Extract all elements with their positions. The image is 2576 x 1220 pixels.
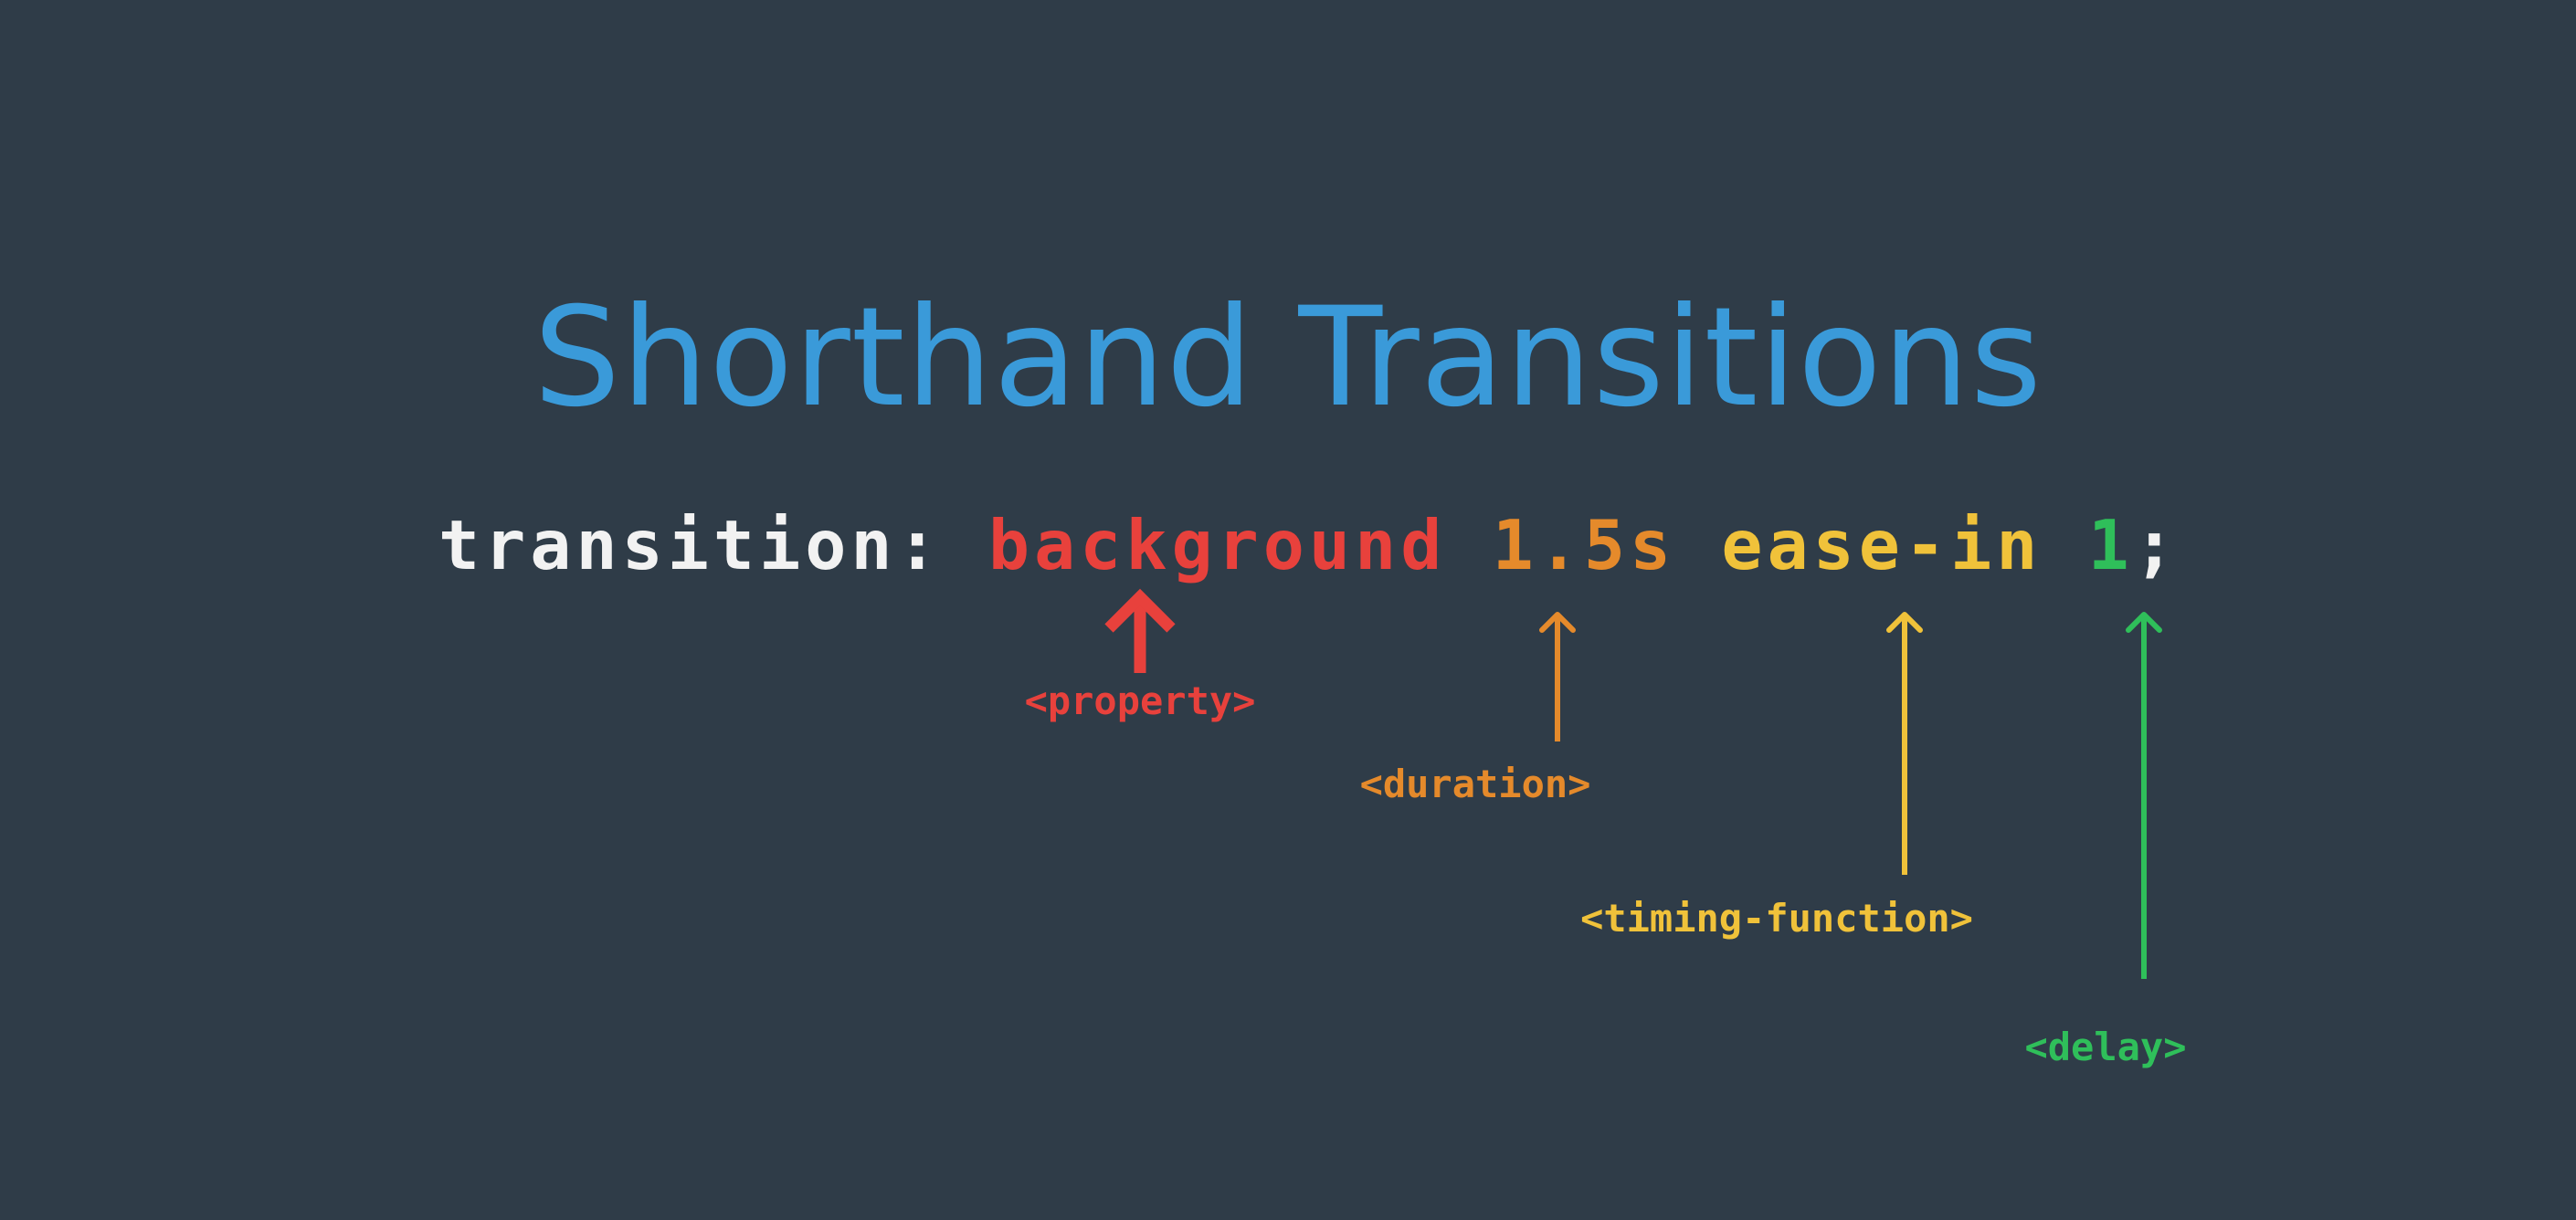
arrow-duration <box>1539 612 1576 741</box>
label-property: <property> <box>1024 678 1256 723</box>
code-duration-value: 1.5s <box>1492 505 1676 585</box>
label-delay: <delay> <box>2024 1025 2187 1069</box>
code-timing-function-value: ease-in <box>1721 505 2043 585</box>
label-duration: <duration> <box>1359 762 1591 806</box>
label-timing-function: <timing-function> <box>1580 896 1973 941</box>
arrow-timing-function <box>1886 612 1923 875</box>
code-line: transition: background 1.5s ease-in 1; <box>438 504 2180 586</box>
code-property-value: background <box>987 505 1447 585</box>
slide-title: Shorthand Transitions <box>533 279 2043 437</box>
arrow-delay <box>2126 612 2162 979</box>
code-terminator: ; <box>2133 505 2180 585</box>
code-keyword: transition: <box>438 505 943 585</box>
code-delay-value: 1 <box>2087 505 2134 585</box>
arrow-property <box>1104 588 1176 673</box>
